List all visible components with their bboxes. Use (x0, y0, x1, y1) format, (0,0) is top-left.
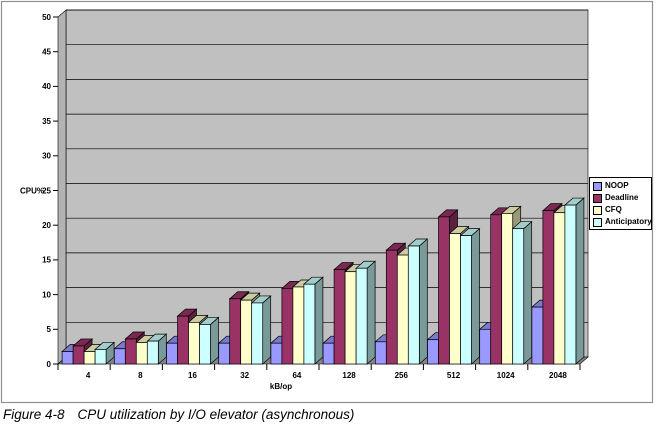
caption-text: CPU utilization by I/O elevator (asynchr… (77, 407, 355, 422)
y-tick-label: 0 (47, 360, 52, 369)
y-tick-label: 20 (42, 221, 51, 230)
chart-legend: NOOP Deadline CFQ Anticipatory (589, 177, 652, 230)
legend-label-deadline: Deadline (605, 193, 639, 202)
y-tick-label: 45 (42, 48, 51, 57)
y-tick-label: 15 (42, 256, 51, 265)
y-tick-label: 35 (42, 117, 51, 126)
bar-anticipatory-8 (146, 333, 168, 365)
legend-label-anticipatory: Anticipatory (605, 217, 652, 226)
y-tick-label: 40 (42, 82, 51, 91)
x-tick-label: 16 (188, 371, 197, 380)
legend-label-noop: NOOP (605, 181, 629, 190)
legend-swatch-cfq (593, 205, 602, 215)
x-tick-label: 256 (395, 371, 409, 380)
legend-item-noop: NOOP (593, 181, 649, 191)
legend-swatch-noop (593, 181, 602, 191)
plot-side-wall (57, 9, 67, 365)
bar-anticipatory-256 (407, 238, 429, 365)
bar-anticipatory-4 (94, 341, 116, 365)
bar-anticipatory-512 (459, 227, 481, 365)
legend-item-anticipatory: Anticipatory (593, 217, 652, 227)
figure-caption: Figure 4-8 CPU utilization by I/O elevato… (3, 407, 653, 422)
bar-chart-canvas: 0 5 10 15 20 25 30 35 40 45 50 4 8 16 32 64 128 256 512 102… (0, 0, 654, 404)
legend-label-cfq: CFQ (605, 205, 622, 214)
y-tick-label: 5 (47, 325, 52, 334)
legend-swatch-deadline (593, 193, 602, 203)
bar-anticipatory-32 (250, 295, 272, 365)
figure-number: Figure 4-8 (3, 407, 65, 422)
x-tick-label: 2048 (549, 371, 567, 380)
legend-item-deadline: Deadline (593, 193, 649, 203)
x-tick-label: 4 (86, 371, 91, 380)
x-tick-label: 1024 (497, 371, 515, 380)
y-axis-title: CPU% (20, 187, 44, 196)
x-tick-label: 512 (447, 371, 461, 380)
legend-swatch-anticipatory (593, 217, 602, 227)
x-tick-label: 8 (138, 371, 143, 380)
bar-anticipatory-2048 (563, 197, 585, 365)
y-tick-label: 50 (42, 13, 51, 22)
bar-anticipatory-1024 (511, 220, 533, 365)
y-tick-label: 25 (42, 186, 51, 195)
legend-item-cfq: CFQ (593, 205, 649, 215)
x-tick-label: 64 (292, 371, 301, 380)
y-tick-label: 10 (42, 290, 51, 299)
x-axis-title: kB/op (270, 382, 292, 391)
chart-figure: 0 5 10 15 20 25 30 35 40 45 50 4 8 16 32 64 128 256 512 102… (0, 0, 654, 404)
bar-anticipatory-16 (198, 316, 220, 365)
y-tick-label: 30 (42, 152, 51, 161)
bar-anticipatory-128 (355, 260, 377, 365)
x-tick-label: 32 (240, 371, 249, 380)
bar-anticipatory-64 (302, 276, 324, 365)
x-tick-label: 128 (342, 371, 356, 380)
